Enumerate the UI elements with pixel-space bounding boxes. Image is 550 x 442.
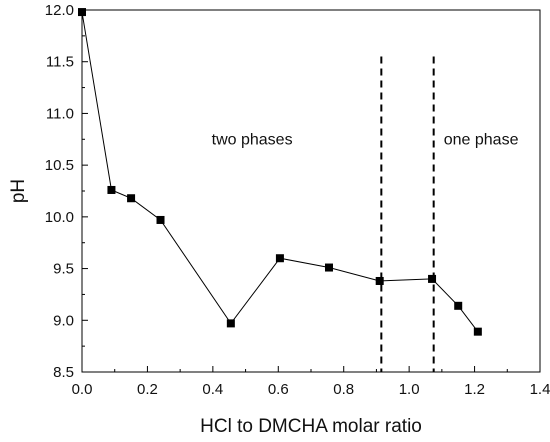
data-point (324, 263, 333, 272)
data-point (127, 194, 136, 203)
y-tick-label: 11.5 (46, 54, 74, 71)
data-point (226, 319, 235, 328)
y-tick-label: 10.5 (45, 157, 74, 174)
reference-lines (380, 56, 435, 372)
y-tick-label: 10.0 (45, 209, 74, 226)
data-point (454, 301, 463, 310)
x-tick-label: 0.0 (72, 381, 93, 398)
data-point (78, 8, 86, 17)
data-point (428, 274, 437, 283)
x-tick-label: 0.6 (268, 381, 289, 398)
series-line (81, 11, 479, 332)
data-point (107, 185, 116, 194)
x-tick-label: 1.2 (464, 381, 485, 398)
data-point (275, 254, 284, 263)
phase-annotation: one phase (444, 131, 519, 148)
annotations: two phases one phase (212, 131, 519, 148)
y-tick-label: 8.5 (53, 364, 74, 381)
x-axis-title: HCl to DMCHA molar ratio (200, 416, 422, 437)
y-tick-label: 9.0 (53, 312, 74, 329)
data-point (473, 327, 482, 336)
y-tick-label: 12.0 (45, 2, 74, 19)
x-tick-label: 1.0 (399, 381, 420, 398)
phase-annotation: two phases (212, 131, 293, 148)
x-tick-label: 0.2 (137, 381, 158, 398)
x-tick-label: 1.4 (530, 381, 550, 398)
y-tick-label: 11.0 (46, 105, 74, 122)
data-series (78, 8, 482, 336)
x-tick-label: 0.4 (202, 381, 223, 398)
x-axis: 0.0 0.2 0.4 0.6 0.8 1.0 1.2 1.4 (72, 366, 550, 398)
y-axis-title: pH (8, 179, 29, 203)
x-tick-label: 0.8 (333, 381, 354, 398)
plot-frame (81, 9, 541, 373)
y-tick-label: 9.5 (53, 261, 74, 278)
y-axis: 8.5 9.0 9.5 10.0 10.5 11.0 11.5 12.0 (45, 2, 88, 381)
data-point (156, 215, 165, 224)
data-point (375, 276, 384, 285)
